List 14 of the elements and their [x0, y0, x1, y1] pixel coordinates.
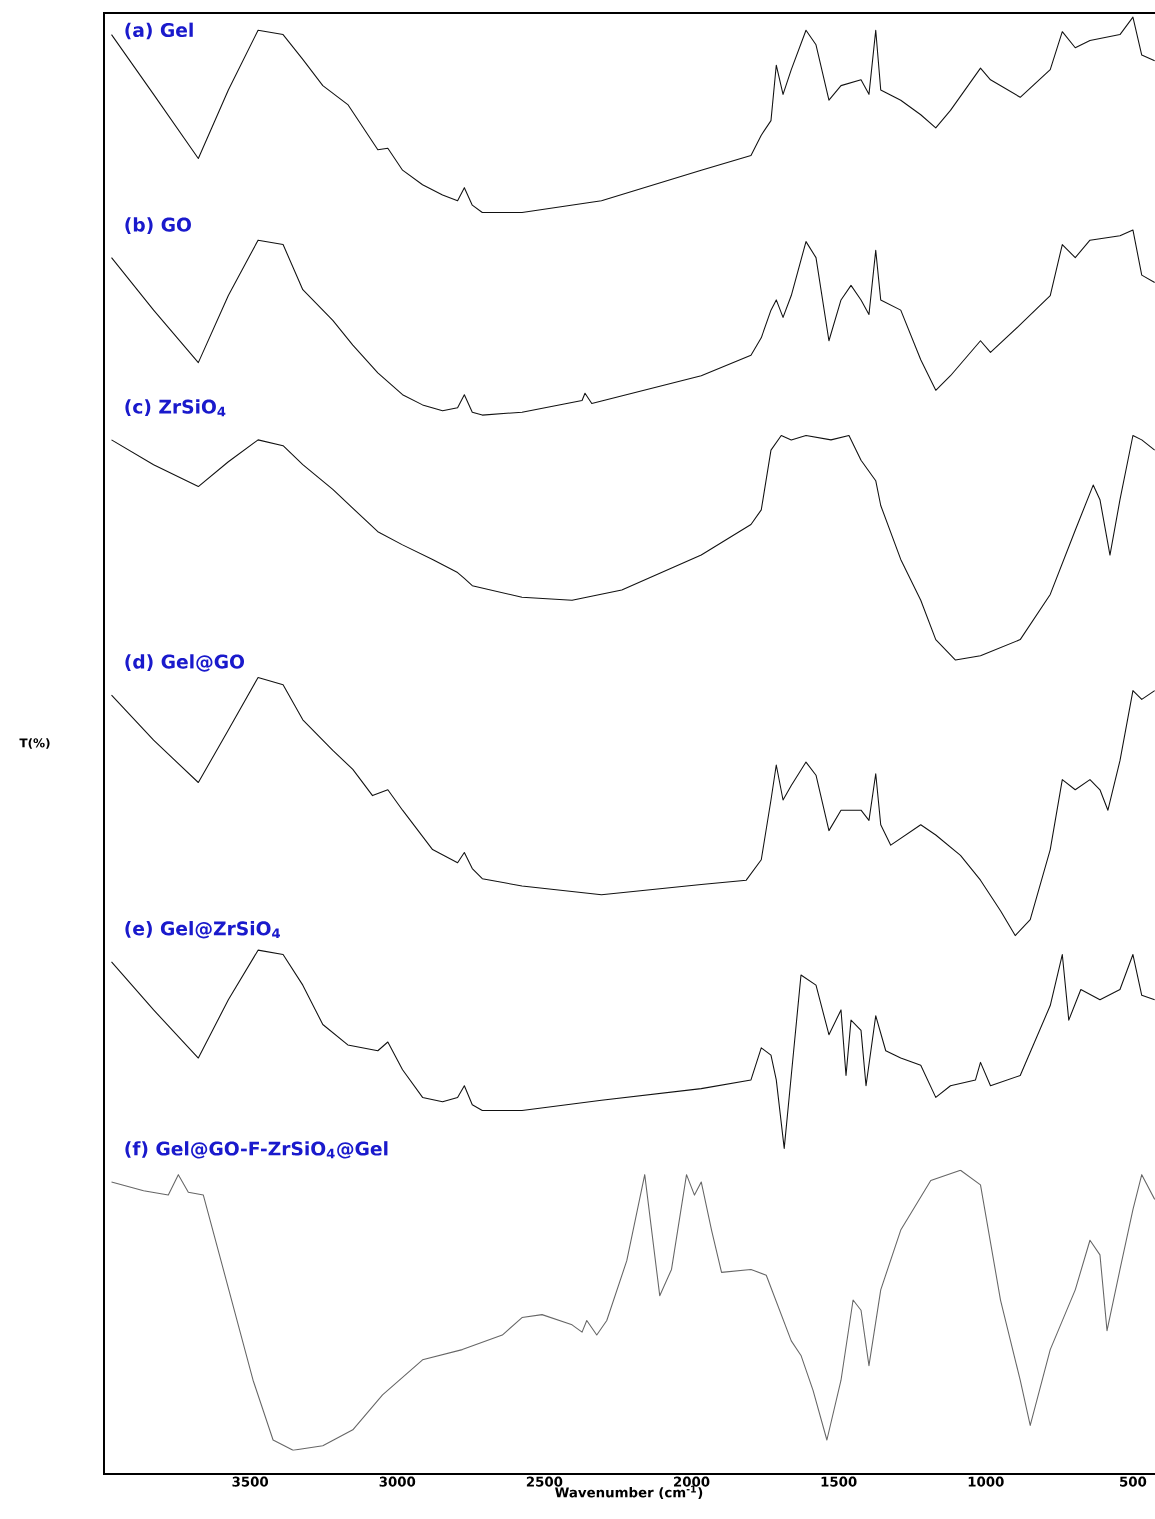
x-tick-label: 3000	[379, 1476, 416, 1487]
x-tick-label: 2500	[526, 1476, 563, 1487]
x-tick-label: 3500	[232, 1476, 269, 1487]
y-axis-title: T(%)	[19, 738, 50, 749]
x-tick-label: 1500	[821, 1476, 857, 1487]
x-tick-label: 500	[1120, 1476, 1147, 1487]
x-tick-label: 2000	[674, 1476, 710, 1487]
series-label: (a) Gel	[125, 22, 193, 40]
series-label: (c) ZrSiO$_{4}$	[125, 399, 226, 417]
series-label: (d) Gel@GO	[125, 654, 245, 672]
series-label: (b) GO	[125, 217, 191, 234]
x-tick-label: 1000	[968, 1476, 1004, 1487]
series-label: (f) Gel@GO-F-ZrSiO$_{4}$@Gel	[125, 1141, 388, 1159]
series-label: (e) Gel@ZrSiO$_{4}$	[125, 921, 280, 939]
